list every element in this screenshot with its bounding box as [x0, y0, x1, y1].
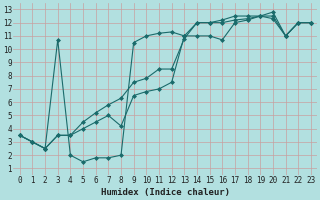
- X-axis label: Humidex (Indice chaleur): Humidex (Indice chaleur): [101, 188, 230, 197]
